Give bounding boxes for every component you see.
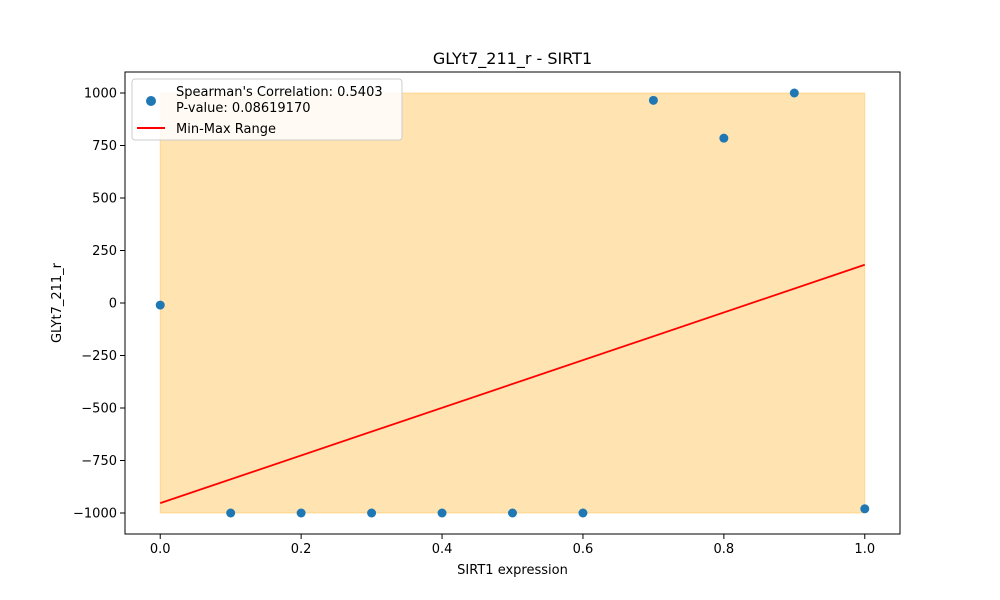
scatter-point [648, 95, 658, 105]
shaded-range-region [159, 92, 866, 514]
scatter-point [367, 508, 377, 518]
legend-label-pvalue: P-value: 0.08619170 [176, 101, 311, 116]
legend-label-correlation: Spearman's Correlation: 0.5403 [176, 85, 383, 100]
y-tick-label: −250 [81, 349, 117, 364]
y-tick-label: 1000 [84, 87, 117, 102]
y-tick-label: 750 [92, 139, 117, 154]
chart-title: GLYt7_211_r - SIRT1 [433, 49, 592, 69]
shaded-region-layer [159, 92, 866, 514]
x-axis-label: SIRT1 expression [457, 563, 568, 578]
y-tick-label: −1000 [73, 507, 117, 522]
x-tick-label: 0.6 [573, 542, 594, 557]
scatter-point [578, 508, 588, 518]
min-max-range-line [159, 263, 866, 504]
scatter-points-layer [155, 88, 870, 518]
x-tick-label: 0.4 [432, 542, 453, 557]
scatter-point [296, 508, 306, 518]
legend-label-range: Min-Max Range [176, 122, 276, 137]
scatter-point [508, 508, 517, 518]
legend-marker-scatter [146, 96, 156, 106]
y-tick-label: −750 [81, 454, 117, 469]
scatter-point [719, 133, 729, 143]
y-axis-label: GLYt7_211_r [50, 262, 65, 343]
x-tick-label: 0.8 [714, 542, 735, 557]
legend-box [131, 78, 403, 141]
y-tick-label: 0 [109, 297, 117, 312]
scatter-point [789, 88, 799, 98]
y-axis-ticks: −1000 −750 −500 −250 0 250 500 750 1000 [73, 87, 125, 522]
scatter-point [860, 504, 870, 514]
x-tick-label: 0.0 [150, 542, 171, 557]
scatter-point [226, 508, 236, 518]
scatter-point [155, 300, 165, 310]
x-axis-ticks: 0.0 0.2 0.4 0.6 0.8 1.0 [150, 534, 875, 557]
fit-line-layer [159, 263, 866, 504]
x-tick-label: 1.0 [854, 542, 875, 557]
y-tick-label: 250 [92, 244, 117, 259]
legend: Spearman's Correlation: 0.5403 P-value: … [131, 78, 403, 141]
scatter-point [437, 508, 447, 518]
y-tick-label: 500 [92, 192, 117, 207]
x-tick-label: 0.2 [291, 542, 312, 557]
y-tick-label: −500 [81, 402, 117, 417]
